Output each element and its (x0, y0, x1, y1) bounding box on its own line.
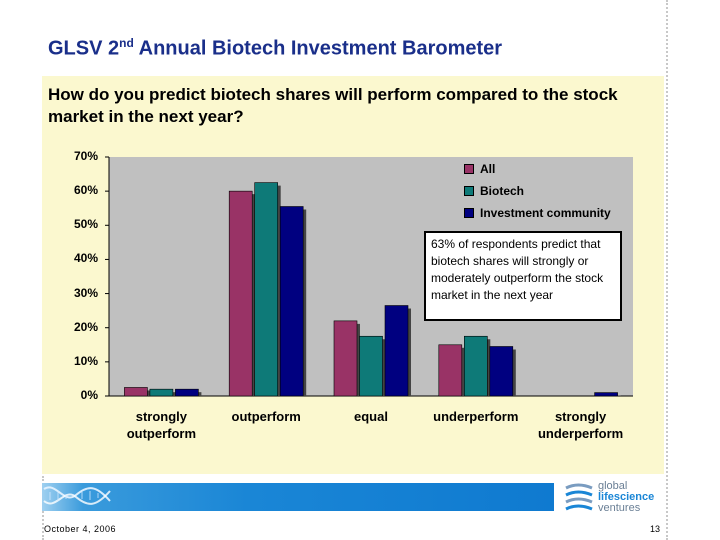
legend-label-biotech: Biotech (480, 184, 525, 198)
legend-item-all: All (464, 162, 611, 184)
bar (149, 388, 174, 397)
y-tick-label: 40% (73, 251, 98, 266)
legend-label-all: All (480, 162, 496, 176)
dna-helix-icon (43, 486, 111, 505)
y-tick-label: 30% (73, 285, 98, 300)
y-tick-label: 10% (73, 353, 98, 368)
legend-swatch-all (464, 163, 474, 174)
bar (463, 335, 488, 397)
bar (384, 305, 409, 397)
slide-title: GLSV 2nd Annual Biotech Investment Barom… (48, 36, 503, 60)
y-tick-label: 70% (73, 149, 98, 163)
x-tick-label: strongly underperform (537, 409, 624, 441)
footer-bar (42, 483, 554, 511)
right-dotted-border (666, 0, 668, 540)
x-tick-label: equal (354, 409, 388, 424)
y-tick-label: 60% (73, 183, 98, 198)
bar (228, 190, 253, 397)
y-tick-label: 0% (80, 388, 98, 402)
x-tick-label: strongly outperform (126, 409, 197, 441)
logo-text-global: global (598, 480, 628, 492)
y-tick-label: 20% (73, 319, 98, 334)
legend-swatch-biotech (464, 185, 474, 196)
bar (254, 182, 278, 397)
bar (124, 387, 148, 397)
bar (594, 392, 618, 397)
slide-date: October 4, 2006 (44, 524, 117, 534)
survey-question: How do you predict biotech shares will p… (48, 85, 618, 126)
x-tick-label: underperform (433, 409, 519, 424)
legend-item-investment-community: Investment community (464, 206, 611, 228)
annotation-callout: 63% of respondents predict that biotech … (424, 231, 622, 321)
logo-text-ventures: ventures (598, 502, 641, 514)
y-tick-label: 50% (73, 217, 98, 232)
glsv-logo-icon (565, 483, 593, 511)
x-tick-label: outperform (231, 409, 301, 424)
bar (333, 320, 358, 397)
bar (175, 388, 199, 397)
page-number: 13 (650, 524, 661, 534)
legend-label-investment-community: Investment community (480, 206, 611, 220)
bar (438, 344, 463, 397)
bar (489, 346, 514, 397)
bar (359, 335, 383, 397)
bar (279, 206, 304, 397)
chart-legend: All Biotech Investment community (464, 162, 611, 228)
logo-text-lifescience: lifescience (598, 491, 655, 503)
legend-swatch-investment-community (464, 207, 474, 218)
legend-item-biotech: Biotech (464, 184, 611, 206)
